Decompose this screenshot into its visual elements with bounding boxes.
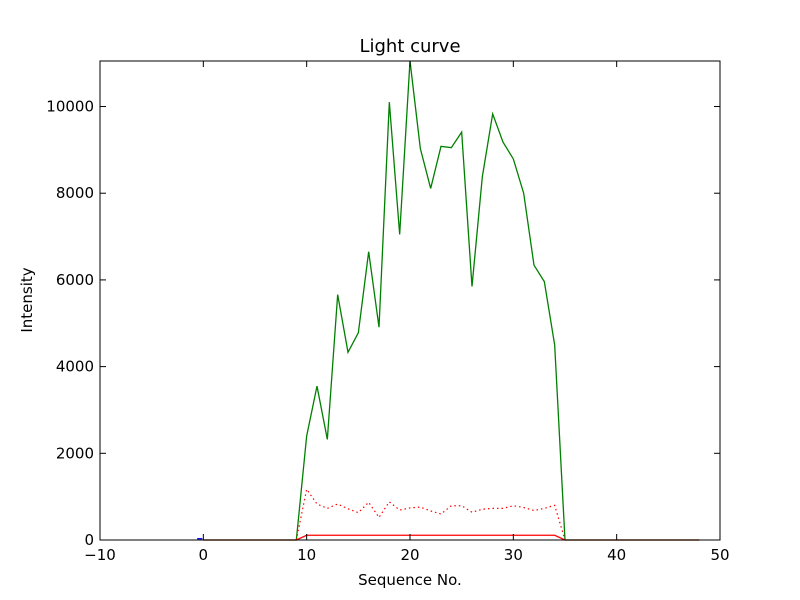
plot-frame bbox=[99, 60, 721, 541]
chart-title: Light curve bbox=[359, 36, 460, 57]
y-tick-label: 6000 bbox=[56, 271, 94, 289]
x-tick-label: 30 bbox=[504, 546, 523, 564]
y-tick-label: 0 bbox=[84, 531, 94, 549]
x-tick-label: 10 bbox=[297, 546, 316, 564]
series-line-0 bbox=[203, 60, 700, 541]
y-axis-label: Intensity bbox=[18, 267, 36, 332]
x-tick-label: 40 bbox=[607, 546, 626, 564]
x-tick-label: 50 bbox=[710, 546, 729, 564]
x-tick-label: 20 bbox=[400, 546, 419, 564]
series-line-1 bbox=[295, 487, 566, 541]
x-tick-label: −10 bbox=[84, 546, 116, 564]
series-layer bbox=[197, 60, 700, 541]
y-tick-label: 4000 bbox=[56, 358, 94, 376]
x-tick-label: 0 bbox=[199, 546, 209, 564]
series-line-2 bbox=[203, 534, 700, 541]
y-tick-label: 8000 bbox=[56, 184, 94, 202]
y-tick-label: 2000 bbox=[56, 444, 94, 462]
y-tick-label: 10000 bbox=[46, 98, 94, 116]
x-axis-label: Sequence No. bbox=[358, 571, 462, 589]
